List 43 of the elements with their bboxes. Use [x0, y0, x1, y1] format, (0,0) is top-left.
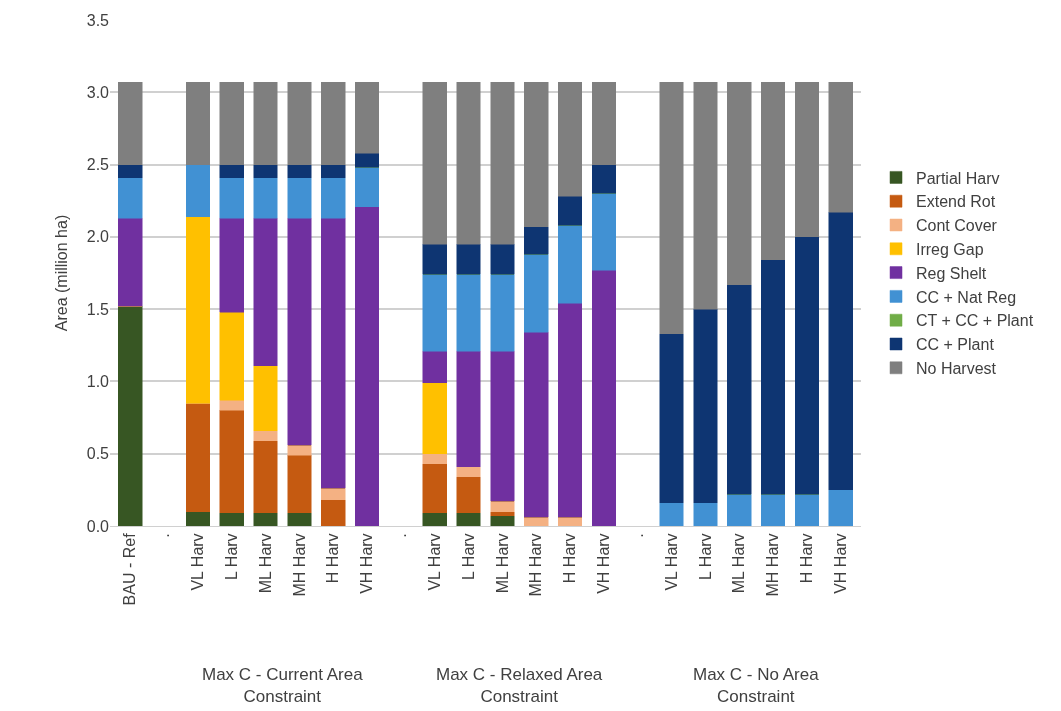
x-tick-label: VH Harv [595, 533, 613, 594]
x-tick-label: L Harv [459, 533, 477, 580]
y-tick-label: 1.5 [86, 300, 110, 318]
x-tick-label: ML Harv [256, 533, 274, 594]
x-tick-label: H Harv [324, 533, 342, 584]
text: Max C - No Area Constraint [693, 665, 820, 707]
y-tick-label: 3.5 [86, 11, 110, 29]
x-tick-label: ML Harv [730, 533, 748, 594]
x-tick-label: H Harv [798, 533, 816, 584]
text: Max C - Current Area Constraint [202, 665, 364, 707]
x-tick-label: MH Harv [527, 533, 545, 597]
legend-label: CC + Nat Reg [916, 288, 1017, 306]
x-tick-label: VL Harv [662, 533, 680, 591]
x-tick-label: . [392, 533, 410, 538]
legend-label: Irreg Gap [916, 241, 984, 259]
text: Max C - Relaxed Area Constraint [436, 665, 603, 707]
x-tick-label: MH Harv [290, 533, 308, 597]
x-tick-label: L Harv [696, 533, 714, 580]
legend-label: Partial Harv [916, 169, 1000, 187]
y-tick-label: 1.0 [86, 373, 110, 391]
legend-label: Extend Rot [916, 193, 996, 211]
legend-label: No Harvest [916, 360, 997, 378]
y-tick-label: 2.5 [86, 156, 110, 174]
x-tick-label: . [155, 533, 173, 538]
legend-label: Reg Shelt [916, 264, 987, 282]
x-tick-label: VH Harv [358, 533, 376, 594]
x-tick-label: L Harv [222, 533, 240, 580]
legend-label: Cont Cover [916, 217, 998, 235]
y-axis-title: Area (million ha) [52, 214, 70, 332]
legend-label: CT + CC + Plant [916, 312, 1034, 330]
x-tick-label: H Harv [561, 533, 579, 584]
x-tick-label: VH Harv [831, 533, 849, 594]
x-tick-label: ML Harv [493, 533, 511, 594]
y-tick-label: 0.5 [86, 445, 110, 463]
x-tick-label: MH Harv [764, 533, 782, 597]
x-tick-label: BAU - Ref [121, 532, 139, 606]
y-tick-label: 2.0 [86, 228, 110, 246]
legend-label: CC + Plant [916, 336, 995, 354]
y-tick-label: 0.0 [86, 517, 110, 535]
x-tick-label: VL Harv [425, 533, 443, 591]
x-tick-label: VL Harv [189, 533, 207, 591]
y-tick-label: 3.0 [86, 83, 110, 101]
x-tick-label: . [628, 533, 646, 538]
